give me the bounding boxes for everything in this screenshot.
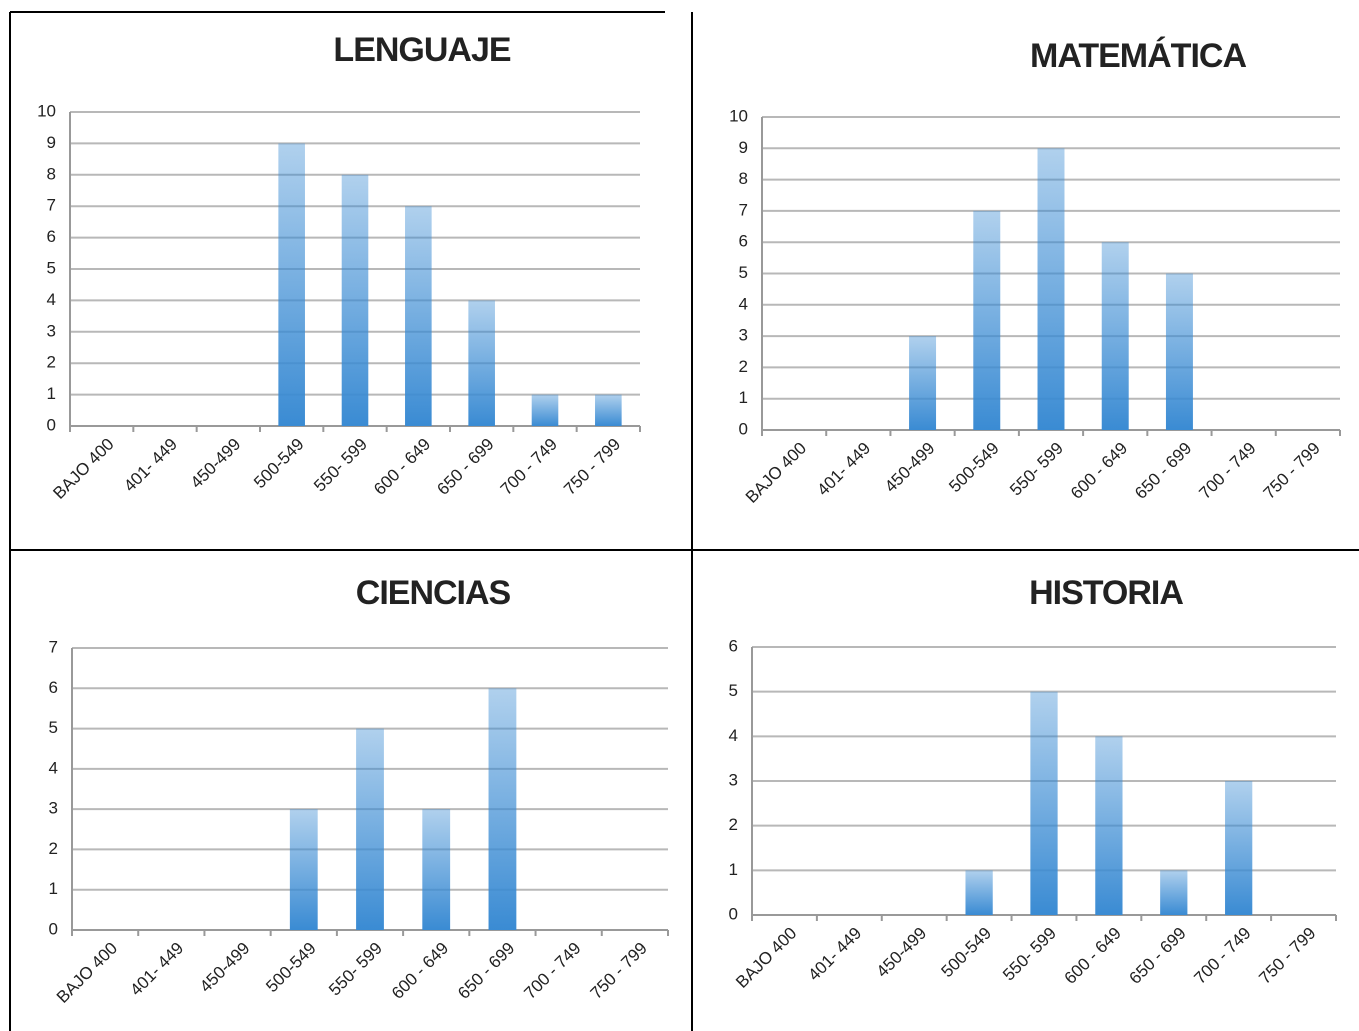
y-tick-label: 9 — [739, 138, 748, 157]
y-tick-label: 3 — [49, 799, 58, 818]
x-tick-label: 500-549 — [250, 435, 308, 493]
x-tick-label: 550- 599 — [325, 939, 386, 1000]
x-tick-label: BAJO 400 — [742, 439, 810, 507]
y-tick-label: 7 — [739, 200, 748, 219]
x-tick-label: 700 - 749 — [497, 435, 561, 499]
y-tick-label: 5 — [739, 263, 748, 282]
y-tick-label: 6 — [49, 678, 58, 697]
y-tick-label: 5 — [47, 258, 56, 277]
x-tick-label: 650 - 699 — [1126, 924, 1190, 988]
y-tick-label: 0 — [47, 415, 56, 434]
x-tick-label: 450-499 — [187, 435, 245, 493]
x-tick-label: 401- 449 — [813, 439, 874, 500]
x-tick-label: 401- 449 — [120, 435, 181, 496]
bar — [973, 210, 1001, 430]
y-tick-label: 2 — [49, 839, 58, 858]
y-tick-label: 10 — [37, 101, 56, 120]
bar — [422, 809, 451, 930]
x-tick-label: 700 - 749 — [1195, 439, 1259, 503]
chart-title: CIENCIAS — [356, 574, 511, 612]
x-tick-label: 750 - 799 — [587, 939, 651, 1003]
x-tick-label: 750 - 799 — [1260, 439, 1324, 503]
x-tick-label: 650 - 699 — [433, 435, 497, 499]
y-tick-label: 2 — [739, 357, 748, 376]
y-tick-label: 4 — [47, 290, 56, 309]
y-tick-label: 3 — [729, 770, 738, 789]
y-tick-label: 5 — [49, 718, 58, 737]
x-tick-label: 500-549 — [938, 924, 996, 982]
x-tick-label: 450-499 — [881, 439, 939, 497]
y-tick-label: 3 — [47, 321, 56, 340]
x-tick-label: 650 - 699 — [1131, 439, 1195, 503]
x-tick-label: 650 - 699 — [454, 939, 518, 1003]
bar — [289, 809, 318, 930]
y-tick-label: 1 — [739, 388, 748, 407]
bar — [965, 870, 993, 915]
chart-title: MATEMÁTICA — [1030, 37, 1246, 75]
x-tick-label: BAJO 400 — [53, 939, 121, 1007]
y-tick-label: 6 — [739, 232, 748, 251]
y-tick-label: 0 — [49, 919, 58, 938]
y-tick-label: 5 — [729, 681, 738, 700]
x-tick-label: 550- 599 — [1006, 439, 1067, 500]
x-tick-label: 700 - 749 — [1190, 924, 1254, 988]
bar — [1095, 736, 1123, 915]
bar — [1160, 870, 1188, 915]
y-tick-label: 2 — [729, 815, 738, 834]
bar — [1030, 691, 1058, 915]
y-tick-label: 7 — [47, 196, 56, 215]
x-tick-label: 401- 449 — [804, 924, 865, 985]
bar — [488, 688, 517, 930]
y-tick-label: 8 — [739, 169, 748, 188]
y-tick-label: 10 — [729, 106, 748, 125]
bar — [468, 300, 495, 426]
y-tick-label: 8 — [47, 164, 56, 183]
y-tick-label: 4 — [729, 726, 738, 745]
x-tick-label: 600 - 649 — [1067, 439, 1131, 503]
y-tick-label: 3 — [739, 326, 748, 345]
y-tick-label: 1 — [49, 879, 58, 898]
x-tick-label: 550- 599 — [310, 435, 371, 496]
y-tick-label: 0 — [739, 419, 748, 438]
bar — [278, 143, 305, 426]
x-tick-label: 401- 449 — [126, 939, 187, 1000]
bar — [1037, 148, 1065, 431]
y-tick-label: 4 — [739, 294, 748, 313]
y-tick-label: 0 — [729, 904, 738, 923]
x-tick-label: 700 - 749 — [520, 939, 584, 1003]
chart-title: HISTORIA — [1029, 574, 1183, 612]
bar — [356, 728, 384, 930]
x-tick-label: 600 - 649 — [370, 435, 434, 499]
x-tick-label: 450-499 — [196, 939, 254, 997]
y-tick-label: 1 — [729, 860, 738, 879]
x-tick-label: 550- 599 — [999, 924, 1060, 985]
bar — [341, 174, 369, 426]
y-tick-label: 7 — [49, 637, 58, 656]
bar — [595, 394, 622, 426]
bar — [531, 394, 559, 426]
bar — [405, 206, 432, 426]
bar — [1101, 242, 1129, 430]
x-tick-label: BAJO 400 — [732, 924, 800, 992]
chart-title: LENGUAJE — [333, 31, 510, 69]
bar — [1225, 781, 1253, 915]
y-tick-label: 9 — [47, 133, 56, 152]
x-tick-label: 750 - 799 — [560, 435, 624, 499]
x-tick-label: BAJO 400 — [49, 435, 117, 503]
bar — [1165, 273, 1193, 430]
x-tick-label: 750 - 799 — [1255, 924, 1319, 988]
x-tick-label: 500-549 — [262, 939, 320, 997]
y-tick-label: 6 — [47, 227, 56, 246]
y-tick-label: 2 — [47, 353, 56, 372]
bar — [909, 336, 937, 430]
y-tick-label: 6 — [729, 636, 738, 655]
x-tick-label: 500-549 — [945, 439, 1003, 497]
y-tick-label: 1 — [47, 384, 56, 403]
y-tick-label: 4 — [49, 758, 58, 777]
x-tick-label: 450-499 — [873, 924, 931, 982]
x-tick-label: 600 - 649 — [1061, 924, 1125, 988]
x-tick-label: 600 - 649 — [388, 939, 452, 1003]
